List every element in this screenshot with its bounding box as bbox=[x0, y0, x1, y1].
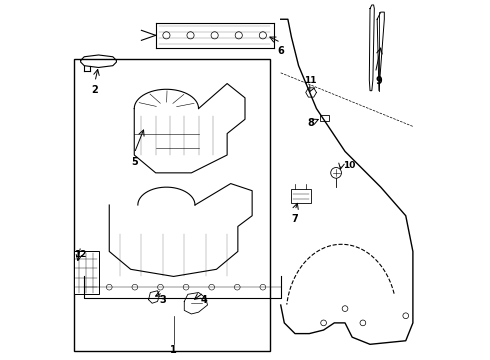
Text: 5: 5 bbox=[131, 157, 138, 167]
Text: 10: 10 bbox=[343, 161, 356, 170]
Bar bbox=[292, 189, 311, 203]
Text: 2: 2 bbox=[92, 85, 98, 95]
Bar bbox=[74, 251, 98, 294]
Text: 6: 6 bbox=[277, 46, 284, 56]
Text: 7: 7 bbox=[292, 214, 298, 224]
Text: 12: 12 bbox=[74, 249, 87, 258]
Text: 11: 11 bbox=[304, 76, 317, 85]
Bar bbox=[320, 114, 329, 121]
Text: 3: 3 bbox=[159, 295, 166, 305]
Text: 8: 8 bbox=[308, 118, 315, 128]
Text: 9: 9 bbox=[375, 76, 382, 86]
Text: 1: 1 bbox=[170, 345, 177, 355]
Text: 4: 4 bbox=[200, 295, 207, 305]
Bar bbox=[74, 59, 270, 351]
